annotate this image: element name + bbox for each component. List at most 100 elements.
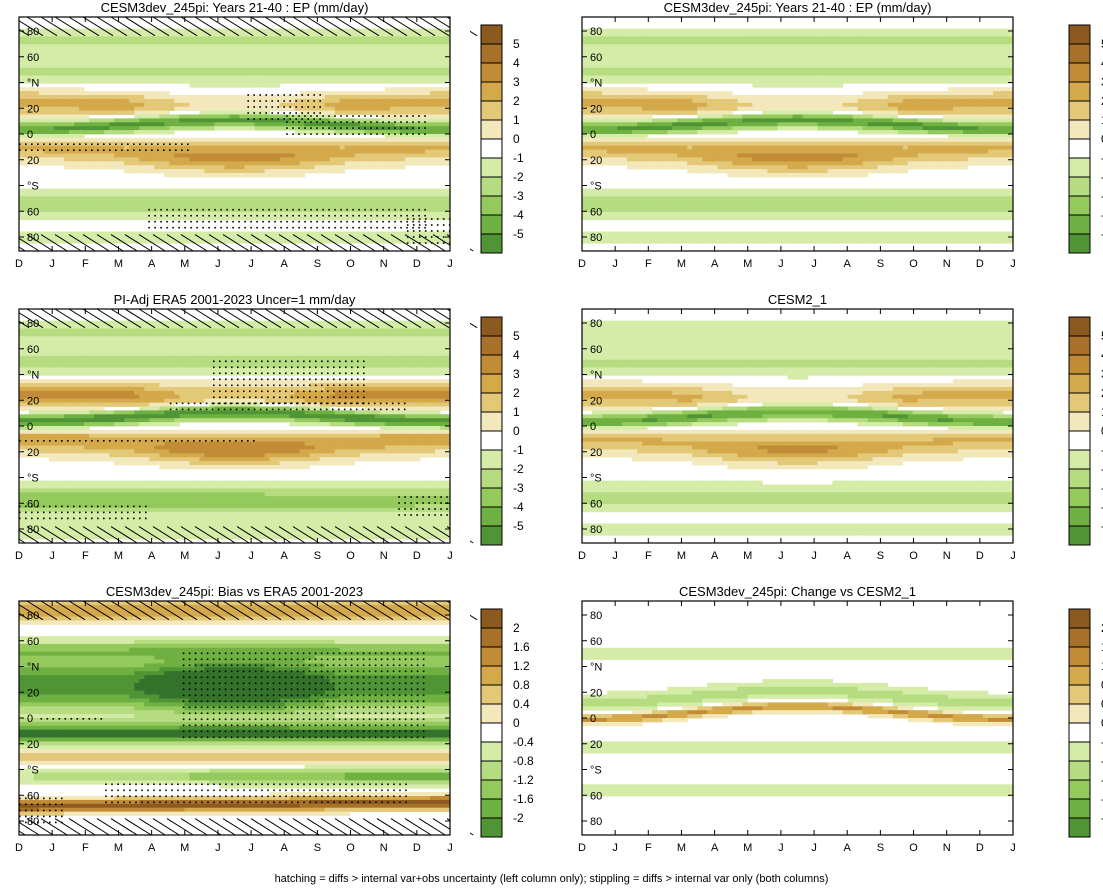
- panel-title: CESM2_1: [768, 292, 827, 307]
- colorbar-box: [481, 234, 502, 253]
- colorbar-box: [481, 818, 502, 837]
- x-tick-label: O: [909, 258, 918, 270]
- y-tick-label: °S: [590, 473, 602, 485]
- y-tick-label: °N: [590, 662, 602, 674]
- colorbar-box: [1069, 431, 1090, 450]
- x-tick-label: J: [612, 258, 618, 270]
- x-tick-label: J: [447, 842, 453, 854]
- x-tick-label: N: [943, 258, 951, 270]
- colorbar-box: [1069, 101, 1090, 120]
- x-tick-label: O: [346, 842, 355, 854]
- y-tick-label: 60: [27, 206, 39, 218]
- x-tick-label: A: [281, 842, 289, 854]
- panel-1: CESM3dev_245pi: Years 21-40 : EP (mm/day…: [0, 0, 524, 270]
- colorbar-box: [481, 139, 502, 158]
- colorbar-box: [481, 101, 502, 120]
- y-tick-label: 60: [27, 344, 39, 356]
- field-cells: [582, 648, 1013, 797]
- y-tick-label: 80: [27, 610, 39, 622]
- x-tick-label: F: [645, 258, 652, 270]
- colorbar-box: [1069, 666, 1090, 685]
- y-tick-label: 20: [27, 103, 39, 115]
- panel-6: CESM3dev_245pi: Change vs CESM2_1D J F M A M J…: [562, 584, 1103, 854]
- y-tick-label: 0: [590, 713, 596, 725]
- x-tick-label: S: [314, 842, 321, 854]
- panel-title: CESM3dev_245pi: Years 21-40 : EP (mm/day…: [664, 0, 932, 15]
- x-tick-label: A: [281, 550, 289, 562]
- colorbar-box: [481, 355, 502, 374]
- colorbar-label: -2: [513, 170, 524, 184]
- y-tick-label: 80: [590, 26, 602, 38]
- x-tick-label: S: [877, 258, 884, 270]
- colorbar-box: [481, 82, 502, 101]
- x-tick-label: N: [380, 550, 388, 562]
- colorbar-box: [1069, 761, 1090, 780]
- colorbar-label: -2: [513, 811, 524, 825]
- colorbar-label: 0.4: [513, 697, 530, 711]
- x-tick-label: F: [82, 258, 89, 270]
- colorbar-box: [481, 25, 502, 44]
- colorbar-box: [1069, 196, 1090, 215]
- x-tick-label: D: [413, 258, 421, 270]
- x-tick-label: O: [909, 550, 918, 562]
- x-tick-label: J: [248, 258, 254, 270]
- y-tick-label: 20: [27, 395, 39, 407]
- x-tick-label: A: [148, 842, 156, 854]
- colorbar-box: [1069, 799, 1090, 818]
- x-tick-label: J: [811, 842, 817, 854]
- colorbar-label: 3: [513, 367, 520, 381]
- x-tick-label: A: [844, 842, 852, 854]
- colorbar-box: [481, 431, 502, 450]
- colorbar-label: -5: [513, 519, 524, 533]
- colorbar-box: [1069, 628, 1090, 647]
- y-tick-label: 0: [27, 713, 33, 725]
- x-tick-label: M: [677, 842, 686, 854]
- colorbar-box: [481, 393, 502, 412]
- y-tick-label: 80: [27, 524, 39, 536]
- colorbar-box: [481, 63, 502, 82]
- colorbar-label: 1.2: [513, 659, 530, 673]
- y-tick-label: °N: [27, 662, 39, 674]
- colorbar-box: [1069, 412, 1090, 431]
- colorbar-box: [481, 177, 502, 196]
- x-tick-label: S: [877, 842, 884, 854]
- colorbar-label: -1: [513, 443, 524, 457]
- colorbar-label: -4: [513, 500, 524, 514]
- colorbar-box: [481, 450, 502, 469]
- colorbar-label: 0: [513, 132, 520, 146]
- x-tick-label: A: [711, 550, 719, 562]
- x-tick-label: A: [711, 258, 719, 270]
- colorbar-box: [481, 780, 502, 799]
- y-tick-label: 20: [590, 395, 602, 407]
- y-tick-label: °N: [27, 78, 39, 90]
- x-tick-label: M: [180, 550, 189, 562]
- y-tick-label: 60: [27, 498, 39, 510]
- y-tick-label: 80: [27, 26, 39, 38]
- colorbar-box: [1069, 63, 1090, 82]
- colorbar-label: -2: [513, 462, 524, 476]
- colorbar-box: [1069, 780, 1090, 799]
- figure-caption: hatching = diffs > internal var+obs unce…: [0, 873, 1103, 885]
- colorbar-box: [1069, 488, 1090, 507]
- colorbar-label: 4: [513, 348, 520, 362]
- colorbar-label: 0: [513, 424, 520, 438]
- x-tick-label: M: [677, 258, 686, 270]
- x-tick-label: S: [314, 550, 321, 562]
- x-tick-label: O: [346, 258, 355, 270]
- colorbar-box: [481, 723, 502, 742]
- colorbar-box: [1069, 469, 1090, 488]
- x-tick-label: A: [281, 258, 289, 270]
- x-tick-label: D: [413, 842, 421, 854]
- x-tick-label: A: [844, 550, 852, 562]
- panel-title: CESM3dev_245pi: Years 21-40 : EP (mm/day…: [101, 0, 369, 15]
- colorbar-box: [1069, 393, 1090, 412]
- x-tick-label: D: [976, 842, 984, 854]
- x-tick-label: M: [743, 842, 752, 854]
- colorbar-box: [1069, 526, 1090, 545]
- colorbar-label: -3: [513, 189, 524, 203]
- y-tick-label: °S: [27, 473, 39, 485]
- colorbar-label: -3: [513, 481, 524, 495]
- y-tick-label: 80: [27, 318, 39, 330]
- panel-title: CESM3dev_245pi: Bias vs ERA5 2001-2023: [106, 584, 363, 599]
- colorbar-label: -0.4: [513, 735, 534, 749]
